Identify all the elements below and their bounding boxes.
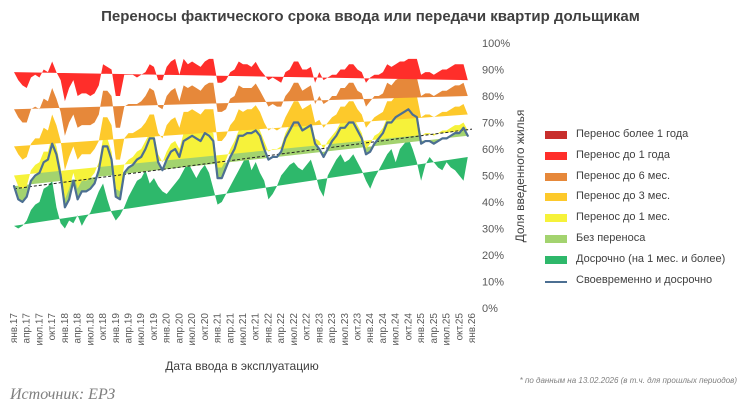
series-area-0 xyxy=(14,138,468,229)
chart-title: Переносы фактического срока ввода или пе… xyxy=(101,8,640,25)
x-tick-label: апр.18 xyxy=(73,313,84,344)
legend-swatch xyxy=(545,172,567,181)
series-area-5 xyxy=(14,58,468,102)
x-tick-label: июл.19 xyxy=(136,313,147,346)
y-tick-label: 20% xyxy=(482,250,504,262)
legend-label: Перенос до 1 года xyxy=(576,148,670,161)
legend-label: Досрочно (на 1 мес. и более) xyxy=(576,252,726,265)
x-tick-label: апр.25 xyxy=(429,313,440,344)
y-tick-label: 10% xyxy=(482,277,504,289)
y-tick-label: 90% xyxy=(482,65,504,77)
y-tick-label: 70% xyxy=(482,118,504,130)
series-area-4 xyxy=(14,74,468,136)
x-tick-label: янв.25 xyxy=(416,313,427,344)
x-tick-label: июл.22 xyxy=(289,313,300,346)
line-series xyxy=(12,108,469,209)
x-tick-label: июл.23 xyxy=(340,313,351,346)
line-layer xyxy=(12,108,469,209)
x-tick-label: окт.24 xyxy=(403,313,414,341)
x-tick-label: апр.17 xyxy=(22,313,33,344)
legend-label: Перенос до 3 мес. xyxy=(576,190,671,203)
y-tick-label: 80% xyxy=(482,91,504,103)
legend-swatch xyxy=(545,214,567,223)
x-tick-label: окт.19 xyxy=(149,313,160,341)
y-axis-label: Доля введенного жилья xyxy=(513,110,527,243)
legend-swatch xyxy=(545,131,567,139)
legend-label: Своевременно и досрочно xyxy=(576,273,713,286)
legend-swatch xyxy=(545,193,567,202)
legend-label: Без переноса xyxy=(576,231,646,244)
x-tick-label: окт.18 xyxy=(98,313,109,341)
legend-label: Перенос до 1 мес. xyxy=(576,211,671,224)
x-tick-label: июл.18 xyxy=(85,313,96,346)
x-tick-label: янв.26 xyxy=(467,313,478,344)
x-tick-label: янв.18 xyxy=(60,313,71,344)
legend-swatch xyxy=(545,151,567,160)
x-tick-label: янв.22 xyxy=(263,313,274,344)
footnote: * по данным на 13.02.2026 (в т.ч. для пр… xyxy=(519,376,737,385)
x-tick-label: апр.22 xyxy=(276,313,287,344)
area-layers xyxy=(14,58,468,229)
x-tick-label: янв.17 xyxy=(9,313,20,344)
y-tick-label: 100% xyxy=(482,38,510,50)
legend-swatch xyxy=(545,255,567,264)
x-tick-label: окт.23 xyxy=(353,313,364,341)
x-tick-label: янв.21 xyxy=(213,313,224,344)
x-tick-label: янв.20 xyxy=(162,313,173,344)
x-axis-label: Дата ввода в эксплуатацию xyxy=(165,359,319,373)
legend-swatch xyxy=(545,234,567,243)
trendline-layer xyxy=(13,128,473,190)
x-tick-label: июл.17 xyxy=(34,313,45,346)
x-tick-label: окт.17 xyxy=(47,313,58,341)
legend-label: Перенос до 6 мес. xyxy=(576,169,671,182)
x-tick-label: янв.19 xyxy=(111,313,122,344)
x-tick-label: апр.24 xyxy=(378,313,389,344)
series-area-2 xyxy=(14,103,468,200)
x-tick-label: июл.25 xyxy=(442,313,453,346)
y-tick-label: 50% xyxy=(482,171,504,183)
x-tick-label: янв.23 xyxy=(314,313,325,344)
source-note: Источник: ЕРЗ xyxy=(10,386,116,403)
x-tick-label: апр.20 xyxy=(174,313,185,344)
x-tick-label: окт.21 xyxy=(251,313,262,341)
y-tick-label: 60% xyxy=(482,144,504,156)
y-axis: 0% 10% 20% 30% 40% 50% 60% 70% 80% 90% 100% xyxy=(482,38,510,315)
x-tick-label: окт.22 xyxy=(302,313,313,341)
x-tick-label: окт.25 xyxy=(454,313,465,341)
x-tick-label: июл.21 xyxy=(238,313,249,346)
x-tick-label: апр.19 xyxy=(124,313,135,344)
legend-label: Перенос более 1 года xyxy=(576,128,689,140)
x-tick-label: янв.24 xyxy=(365,313,376,344)
y-tick-label: 30% xyxy=(482,224,504,236)
x-tick-label: июл.20 xyxy=(187,313,198,346)
y-tick-label: 40% xyxy=(482,197,504,209)
x-axis: янв.17 апр.17 июл.17 окт.17 янв.18 апр.18 июл.… xyxy=(9,313,478,346)
x-tick-label: июл.24 xyxy=(391,313,402,346)
legend-swatch xyxy=(545,280,567,283)
y-tick-label: 0% xyxy=(482,303,498,315)
x-tick-label: апр.23 xyxy=(327,313,338,344)
x-tick-label: окт.20 xyxy=(200,313,211,341)
trendline xyxy=(13,128,473,190)
series-area-3 xyxy=(14,90,468,171)
x-tick-label: апр.21 xyxy=(225,313,236,344)
